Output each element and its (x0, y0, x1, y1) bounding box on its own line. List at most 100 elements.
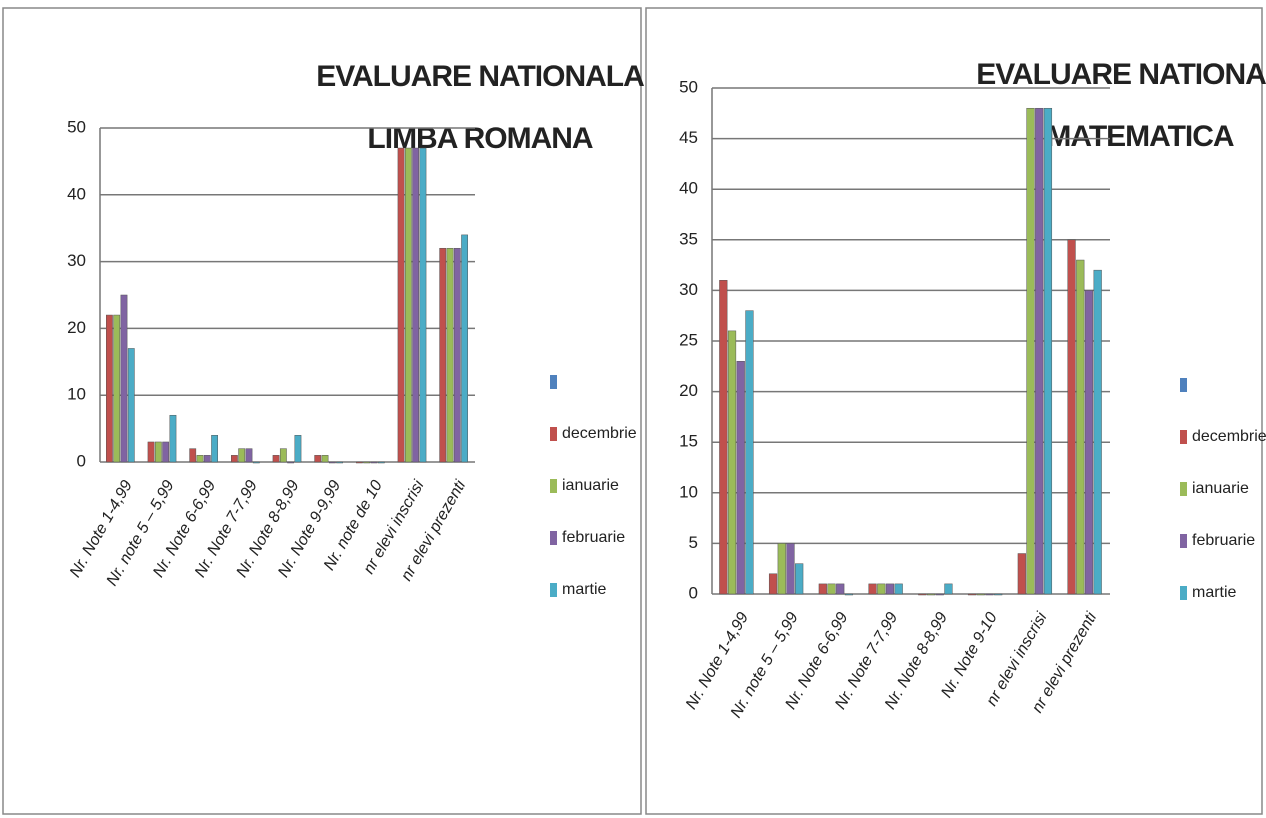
chart-subtitle: MATEMATICA (1046, 120, 1234, 153)
bar (336, 461, 344, 464)
bar (169, 414, 177, 463)
legend-label: martie (562, 581, 607, 598)
bar (736, 360, 745, 595)
bar (439, 247, 447, 463)
bar (795, 563, 804, 595)
y-tick-label: 10 (679, 482, 698, 501)
bar (1084, 290, 1094, 595)
legend-marker (550, 479, 557, 493)
y-tick-label: 0 (689, 583, 698, 602)
panel-border (2, 7, 642, 815)
legend-marker (1180, 378, 1187, 392)
legend-label: martie (1192, 584, 1237, 601)
legend-marker (550, 531, 557, 545)
y-tick-label: 50 (679, 77, 698, 96)
bar (777, 543, 786, 595)
bar (113, 314, 121, 463)
bar (453, 247, 461, 463)
bar (203, 455, 211, 463)
legend-label: decembrie (1192, 428, 1266, 445)
bar (1035, 107, 1044, 595)
bar (461, 234, 469, 463)
legend-marker (1180, 586, 1187, 600)
bar (1067, 239, 1076, 595)
y-tick-label: 20 (679, 381, 698, 400)
bar (120, 294, 128, 463)
bar (377, 461, 385, 464)
y-tick-label: 25 (679, 330, 698, 349)
bar (294, 435, 302, 463)
bar (356, 461, 363, 464)
legend-marker (1180, 430, 1187, 444)
y-tick-label: 50 (67, 117, 86, 136)
legend-label: februarie (1192, 532, 1255, 549)
y-tick-label: 35 (679, 229, 698, 248)
bar (935, 593, 944, 596)
bar (147, 441, 155, 463)
bar (287, 461, 295, 464)
legend-marker (1180, 482, 1187, 496)
bar (994, 593, 1003, 596)
legend-label: ianuarie (1192, 480, 1249, 497)
bar (786, 543, 795, 595)
bar (944, 583, 953, 595)
chart-title: EVALUARE NATIONALA (976, 58, 1266, 91)
legend-label: februarie (562, 529, 625, 546)
bar (985, 593, 994, 596)
y-tick-label: 40 (679, 179, 698, 198)
bar (397, 147, 405, 463)
bar (245, 448, 253, 463)
bar (967, 593, 977, 596)
bar (1026, 107, 1035, 595)
bar (844, 593, 854, 596)
chart-title: EVALUARE NATIONALA (316, 60, 644, 93)
y-tick-label: 45 (679, 128, 698, 147)
bar (328, 461, 336, 464)
y-tick-label: 30 (67, 251, 86, 270)
bar (404, 147, 412, 463)
bar (827, 583, 836, 595)
legend-label: decembrie (562, 425, 637, 442)
y-tick-label: 40 (67, 184, 86, 203)
bar (238, 448, 246, 463)
bar (918, 593, 927, 596)
bar (419, 147, 427, 463)
bar (252, 461, 260, 464)
bar (211, 435, 218, 463)
bar (719, 280, 728, 595)
bar (1076, 259, 1085, 595)
bar (1043, 107, 1053, 595)
bar (272, 455, 280, 463)
bar (106, 314, 113, 463)
y-tick-label: 0 (77, 451, 86, 470)
bar (412, 147, 420, 463)
bar (877, 583, 886, 595)
bar (363, 461, 371, 464)
bar (321, 455, 329, 463)
legend-marker (550, 583, 557, 597)
y-tick-label: 5 (689, 533, 698, 552)
legend-marker (550, 375, 557, 389)
legend-label: ianuarie (562, 477, 619, 494)
bar (189, 448, 197, 463)
bar (1017, 553, 1026, 595)
y-tick-label: 30 (679, 280, 698, 299)
bar (1093, 269, 1102, 595)
bar (279, 448, 287, 463)
bar (127, 348, 135, 463)
bar (196, 455, 204, 463)
bar (162, 441, 170, 463)
bar (314, 455, 322, 463)
bar (818, 583, 827, 595)
bar (885, 583, 895, 595)
bar (926, 593, 936, 596)
panel-border (645, 7, 1263, 815)
legend-marker (1180, 534, 1187, 548)
bar (868, 583, 877, 595)
y-tick-label: 10 (67, 385, 86, 404)
bar (727, 330, 737, 595)
bar (745, 310, 754, 595)
bar (446, 247, 454, 463)
bar (894, 583, 903, 595)
